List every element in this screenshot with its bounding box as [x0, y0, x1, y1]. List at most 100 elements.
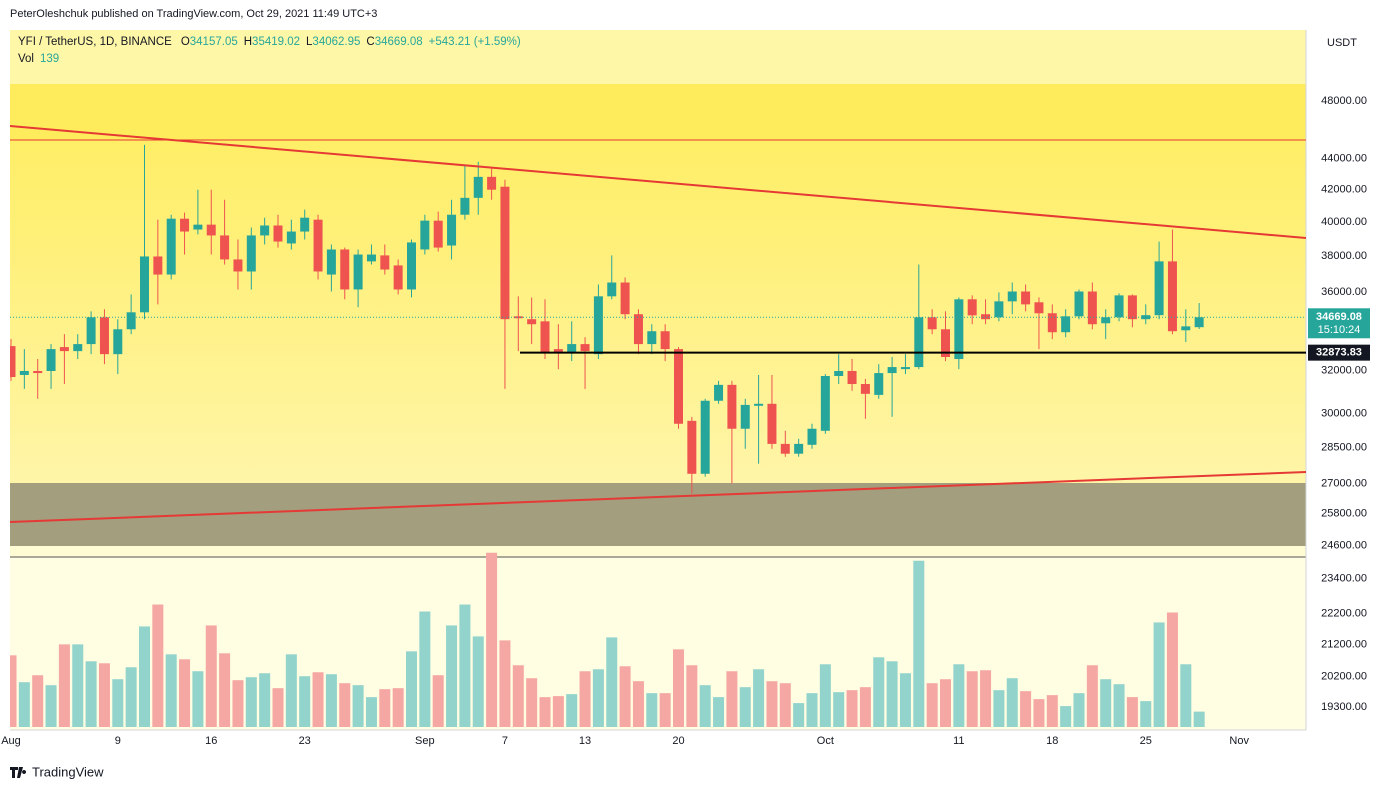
volume-bar: [1113, 684, 1125, 727]
volume-bar: [1180, 664, 1192, 727]
candle-body: [607, 282, 617, 297]
candle-body: [580, 344, 590, 352]
candle-body: [593, 296, 603, 355]
candle-body: [10, 346, 16, 378]
candle-body: [460, 197, 470, 215]
candle-body: [99, 317, 109, 355]
legend-value: 34669.08: [375, 36, 423, 48]
volume-bar: [1073, 693, 1085, 727]
volume-bar: [339, 683, 351, 727]
legend-letter: O: [181, 36, 190, 48]
candle-body: [206, 224, 216, 236]
legend-value: 34157.05: [190, 36, 238, 48]
volume-bar: [526, 678, 538, 727]
candle-body: [59, 347, 69, 352]
candle-body: [487, 176, 497, 190]
currency: USDT: [1327, 37, 1357, 49]
volume-bar: [1060, 706, 1072, 727]
volume-bar: [913, 560, 925, 727]
candle-body: [1087, 291, 1097, 325]
volume-bar: [886, 661, 898, 727]
x-tick-label: 13: [579, 735, 591, 747]
volume-bar: [472, 636, 484, 727]
candle-body: [780, 443, 790, 454]
legend-value: 35419.02: [252, 36, 300, 48]
candle-body: [1007, 291, 1017, 302]
candle-body: [914, 317, 924, 368]
volume-bar: [85, 661, 97, 727]
volume-bar: [1020, 691, 1032, 727]
volume-bar: [112, 679, 124, 727]
y-tick-label: 20200.00: [1321, 670, 1367, 682]
candle-body: [447, 214, 457, 246]
candle-body: [1167, 261, 1177, 332]
legend-value: 34062.95: [312, 36, 360, 48]
volume-bar: [125, 667, 137, 727]
candle-body: [1074, 291, 1084, 317]
candle-body: [674, 349, 683, 424]
volume-bar: [686, 665, 698, 727]
countdown: 15:10:24: [1318, 324, 1361, 336]
candle-body: [1047, 313, 1057, 333]
volume-bar: [846, 690, 858, 727]
candle-body: [941, 329, 950, 357]
candle-body: [647, 331, 657, 345]
volume-bar: [312, 672, 324, 727]
candle-body: [420, 220, 430, 250]
x-tick-label: 11: [953, 735, 964, 747]
volume-bar: [365, 697, 377, 727]
candle-body: [233, 259, 243, 272]
x-tick-label: 7: [502, 735, 508, 747]
y-tick-label: 42000.00: [1321, 184, 1367, 196]
candle-body: [86, 317, 96, 345]
price-line-label: 32873.83: [1316, 347, 1362, 359]
y-tick-label: 25800.00: [1321, 508, 1367, 520]
candle-body: [727, 384, 737, 429]
volume-bar: [632, 681, 644, 727]
trend-line: [10, 471, 1306, 523]
volume-bar: [379, 689, 391, 727]
y-tick-label: 40000.00: [1321, 216, 1367, 228]
volume-bar: [859, 687, 871, 727]
candle-body: [166, 218, 176, 275]
candle-body: [260, 225, 270, 236]
volume-bar: [272, 688, 284, 727]
x-tick-label: Sep: [415, 735, 435, 747]
volume-bar: [432, 675, 444, 727]
brand: TradingView: [10, 764, 104, 779]
volume-bar: [32, 675, 44, 727]
volume-bar: [606, 637, 618, 727]
volume-bar: [392, 688, 404, 727]
legend-letter: H: [244, 36, 252, 48]
candle-body: [313, 219, 323, 272]
volume-bar: [45, 685, 57, 727]
volume-pane: [10, 557, 1306, 730]
volume-bar: [833, 692, 845, 727]
y-tick-label: 21200.00: [1321, 638, 1367, 650]
volume-bar: [192, 671, 204, 727]
volume-bar: [993, 690, 1005, 727]
volume-bar: [699, 685, 711, 727]
volume-bar: [539, 697, 551, 727]
volume-bar: [899, 673, 911, 727]
volume-bar: [486, 552, 498, 727]
volume-bar: [245, 677, 257, 727]
candle-body: [900, 367, 910, 370]
volume-bar: [806, 693, 818, 727]
y-tick-label: 24600.00: [1321, 539, 1367, 551]
zone-band: [10, 30, 1306, 84]
volume-bar: [219, 653, 231, 727]
candle-body: [954, 299, 964, 360]
candle-body: [527, 319, 537, 325]
volume-bar: [966, 671, 978, 727]
candle-body: [994, 301, 1004, 318]
volume-bar: [926, 683, 938, 727]
volume-bar: [259, 673, 271, 727]
candle-body: [126, 312, 136, 330]
publisher-line: PeterOleshchuk published on TradingView.…: [10, 8, 377, 20]
volume-bar: [285, 654, 297, 727]
candle-body: [340, 249, 350, 290]
y-tick-label: 19300.00: [1321, 701, 1367, 713]
volume-bar: [726, 671, 738, 727]
